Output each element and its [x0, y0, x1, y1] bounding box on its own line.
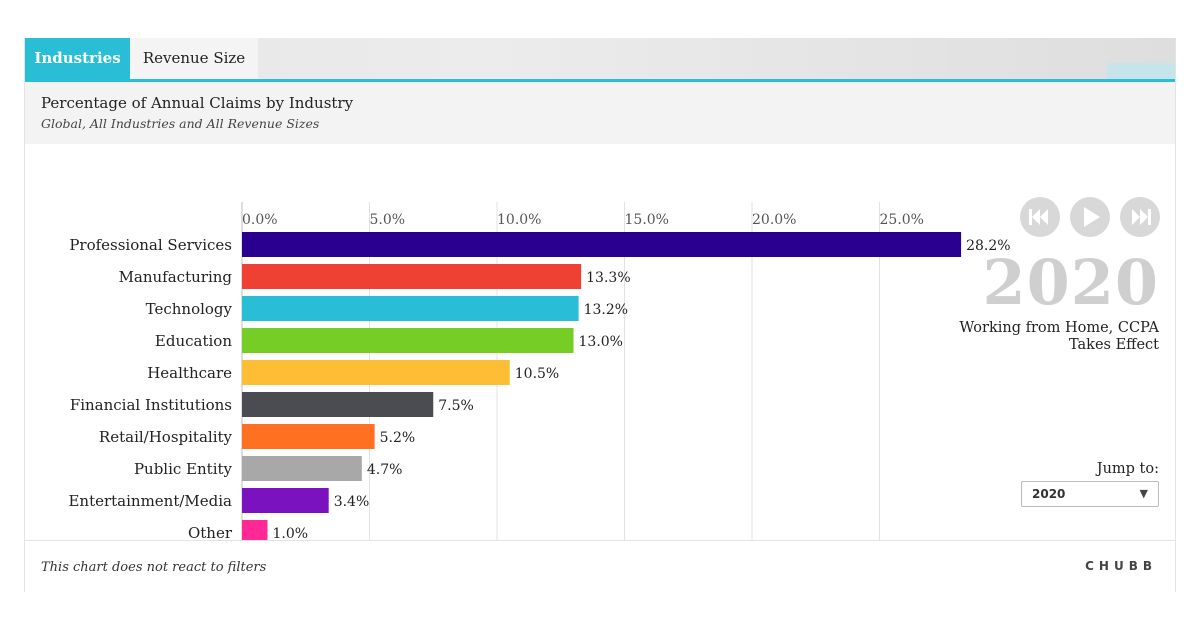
bar[interactable] — [242, 328, 574, 353]
chart-header: Percentage of Annual Claims by Industry … — [25, 82, 1175, 144]
chubb-logo: CHUBB — [1085, 559, 1157, 573]
x-tick-label: 25.0% — [880, 212, 924, 228]
tab-bar: Industries Revenue Size — [25, 38, 1175, 82]
chart-widget: Industries Revenue Size Percentage of An… — [24, 38, 1176, 592]
value-label: 1.0% — [273, 526, 309, 540]
value-label: 13.2% — [584, 302, 628, 318]
bar[interactable] — [242, 456, 362, 481]
value-label: 3.4% — [334, 494, 370, 510]
bar[interactable] — [242, 392, 434, 417]
bar-chart: 0.0% 5.0% 10.0% 15.0% 20.0% 25.0% Professiona… — [68, 197, 1160, 540]
category-label: Healthcare — [147, 364, 232, 382]
value-label: 28.2% — [966, 238, 1010, 254]
chart-title: Percentage of Annual Claims by Industry — [41, 94, 354, 112]
chevron-down-icon: ▼ — [1139, 487, 1148, 500]
filter-note: This chart does not react to filters — [41, 560, 267, 575]
info-share-icons[interactable] — [1107, 63, 1175, 79]
x-tick-label: 20.0% — [752, 212, 796, 228]
value-label: 7.5% — [438, 398, 474, 414]
bar[interactable] — [242, 232, 962, 257]
chart-subtitle: Global, All Industries and All Revenue S… — [41, 116, 320, 131]
x-tick-label: 15.0% — [625, 212, 669, 228]
bar[interactable] — [242, 296, 579, 321]
play-icon[interactable] — [1070, 197, 1110, 237]
bar[interactable] — [242, 360, 510, 385]
footer-divider — [25, 540, 1175, 541]
bar[interactable] — [242, 488, 329, 513]
category-label: Retail/Hospitality — [99, 428, 233, 446]
value-label: 10.5% — [515, 366, 559, 382]
category-label: Financial Institutions — [70, 396, 232, 414]
bar[interactable] — [242, 424, 375, 449]
value-label: 4.7% — [367, 462, 403, 478]
fast-forward-icon[interactable] — [1120, 197, 1160, 237]
category-label: Manufacturing — [119, 268, 233, 286]
jump-to-value: 2020 — [1032, 487, 1066, 501]
category-label: Technology — [146, 300, 233, 318]
value-label: 13.0% — [579, 334, 623, 350]
bar[interactable] — [242, 264, 582, 289]
value-label: 5.2% — [380, 430, 416, 446]
category-label: Entertainment/Media — [68, 492, 232, 510]
rewind-icon[interactable] — [1020, 197, 1060, 237]
x-tick-label: 5.0% — [370, 212, 406, 228]
x-tick-label: 10.0% — [497, 212, 541, 228]
x-tick-label: 0.0% — [242, 212, 278, 228]
jump-to-select[interactable]: 2020 ▼ — [1021, 481, 1159, 507]
jump-to-label: Jump to: — [1096, 461, 1159, 477]
tab-revenue-size[interactable]: Revenue Size — [130, 38, 258, 79]
year-event-caption: Working from Home, CCPA Takes Effect — [959, 320, 1159, 353]
bar[interactable] — [242, 520, 268, 540]
current-year: 2020 — [982, 246, 1159, 319]
value-label: 13.3% — [586, 270, 630, 286]
category-label: Public Entity — [134, 460, 233, 478]
tab-industries[interactable]: Industries — [25, 38, 130, 79]
category-label: Other — [188, 524, 233, 540]
category-label: Professional Services — [69, 236, 232, 254]
category-label: Education — [155, 332, 232, 350]
